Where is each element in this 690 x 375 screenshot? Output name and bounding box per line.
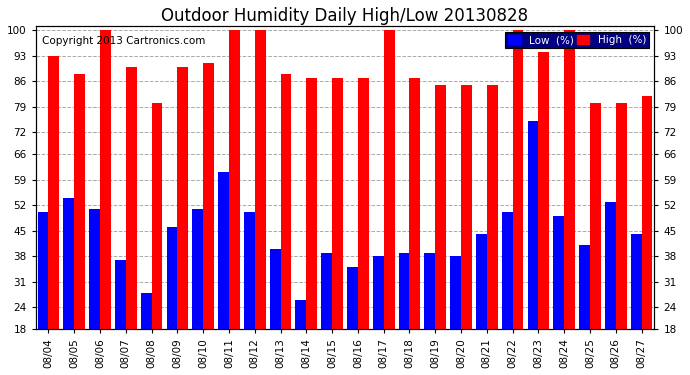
Bar [476,234,487,375]
Bar [424,253,435,375]
Bar [450,256,461,375]
Bar [229,30,240,375]
Bar [564,30,575,375]
Bar [399,253,409,375]
Bar [115,260,126,375]
Bar [631,234,642,375]
Bar [218,172,229,375]
Bar [126,67,137,375]
Bar [487,85,497,375]
Bar [358,78,368,375]
Bar [502,213,513,375]
Bar [605,201,615,375]
Bar [203,63,214,375]
Bar [373,256,384,375]
Bar [513,30,524,375]
Bar [100,30,111,375]
Bar [642,96,652,375]
Bar [141,293,152,375]
Bar [48,56,59,375]
Bar [553,216,564,375]
Bar [579,245,590,375]
Bar [461,85,472,375]
Bar [177,67,188,375]
Bar [38,213,48,375]
Bar [281,74,291,375]
Text: Copyright 2013 Cartronics.com: Copyright 2013 Cartronics.com [42,36,205,46]
Bar [528,121,538,375]
Bar [322,253,332,375]
Bar [89,209,100,375]
Bar [166,227,177,375]
Legend: Low  (%), High  (%): Low (%), High (%) [505,32,649,48]
Bar [409,78,420,375]
Bar [270,249,281,375]
Bar [193,209,203,375]
Bar [295,300,306,375]
Title: Outdoor Humidity Daily High/Low 20130828: Outdoor Humidity Daily High/Low 20130828 [161,7,529,25]
Bar [538,52,549,375]
Bar [590,103,601,375]
Bar [332,78,343,375]
Bar [244,213,255,375]
Bar [435,85,446,375]
Bar [615,103,627,375]
Bar [63,198,75,375]
Bar [255,30,266,375]
Bar [347,267,358,375]
Bar [384,30,395,375]
Bar [152,103,162,375]
Bar [306,78,317,375]
Bar [75,74,85,375]
